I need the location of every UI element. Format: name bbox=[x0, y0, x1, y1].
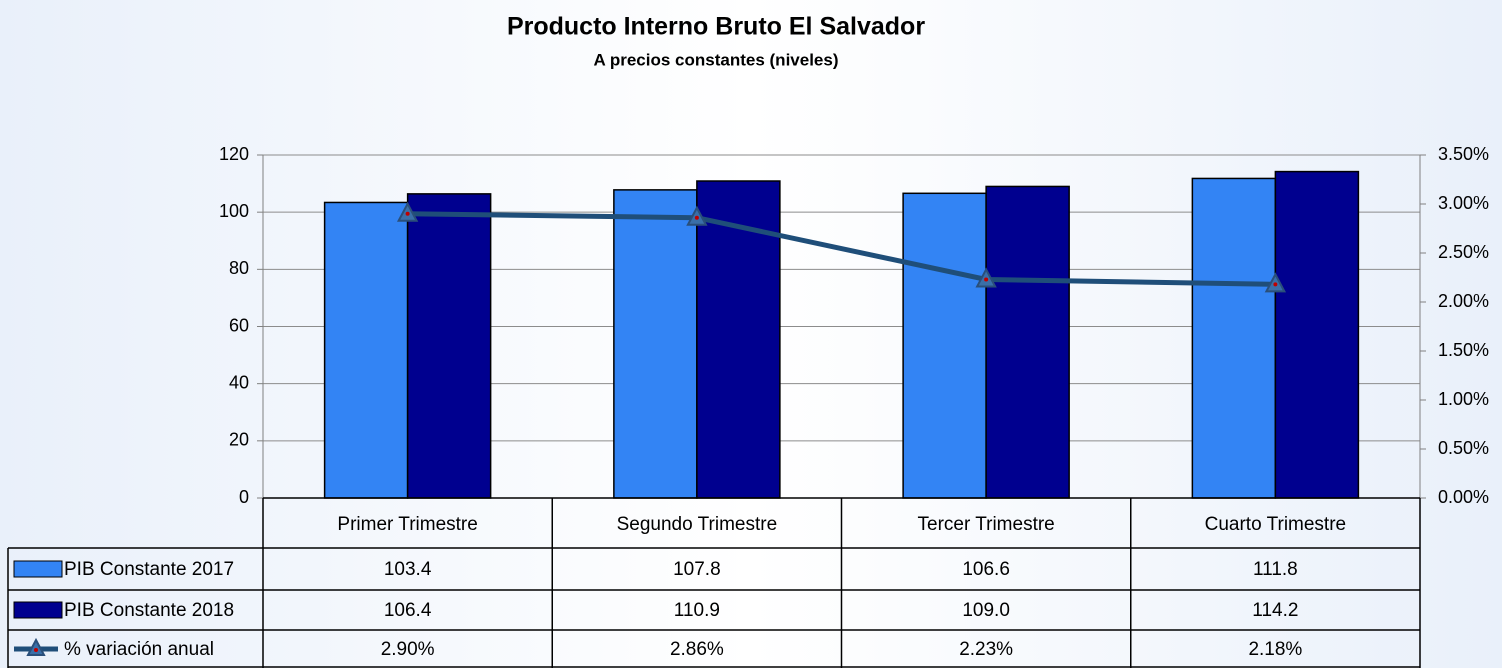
y-tick-label: 60 bbox=[229, 315, 249, 335]
line-series bbox=[407, 211, 1276, 287]
table-value: 2.18% bbox=[1248, 639, 1302, 660]
table-value: 106.4 bbox=[384, 600, 432, 621]
table-value: 111.8 bbox=[1253, 559, 1298, 580]
y2-tick-label: 3.50% bbox=[1438, 144, 1489, 164]
legend-swatch bbox=[13, 601, 63, 619]
legend-marker bbox=[26, 637, 46, 656]
bar bbox=[323, 201, 409, 499]
y2-tick-label: 0.50% bbox=[1438, 438, 1489, 458]
legend-label: % variación anual bbox=[64, 639, 214, 660]
x-tick-label: Tercer Trimestre bbox=[918, 514, 1055, 535]
y-tick-label: 100 bbox=[219, 201, 249, 221]
y2-tick-label: 2.00% bbox=[1438, 291, 1489, 311]
y2-tick-label: 3.00% bbox=[1438, 193, 1489, 213]
bar bbox=[1191, 177, 1277, 499]
y2-tick-label: 2.50% bbox=[1438, 242, 1489, 262]
chart-subtitle: A precios constantes (niveles) bbox=[593, 50, 838, 69]
marker-dot bbox=[694, 215, 699, 220]
legend-label: PIB Constante 2018 bbox=[64, 600, 234, 621]
table-value: 103.4 bbox=[384, 559, 432, 580]
legend-swatch bbox=[13, 560, 63, 578]
y2-tick-label: 0.00% bbox=[1438, 487, 1489, 507]
table-value: 2.90% bbox=[381, 639, 435, 660]
table-value: 2.86% bbox=[670, 639, 724, 660]
x-tick-label: Segundo Trimestre bbox=[617, 514, 778, 535]
x-tick-label: Cuarto Trimestre bbox=[1205, 514, 1346, 535]
table-value: 2.23% bbox=[959, 639, 1013, 660]
y2-tick-label: 1.00% bbox=[1438, 389, 1489, 409]
marker-dot bbox=[405, 211, 410, 216]
marker-dot bbox=[984, 277, 989, 282]
y-tick-label: 40 bbox=[229, 372, 249, 392]
y-tick-label: 0 bbox=[239, 487, 249, 507]
table-value: 110.9 bbox=[674, 600, 720, 621]
x-tick-label: Primer Trimestre bbox=[337, 514, 477, 535]
bar bbox=[985, 185, 1070, 499]
y-tick-label: 20 bbox=[229, 430, 249, 450]
table-value: 106.6 bbox=[962, 559, 1010, 580]
bar bbox=[613, 189, 698, 499]
y-tick-label: 120 bbox=[219, 144, 249, 164]
marker-dot bbox=[1273, 282, 1278, 287]
y2-tick-label: 1.50% bbox=[1438, 340, 1489, 360]
chart-title: Producto Interno Bruto El Salvador bbox=[507, 13, 925, 41]
legend-dot bbox=[34, 648, 38, 652]
legend-label: PIB Constante 2017 bbox=[64, 559, 234, 580]
table-value: 107.8 bbox=[673, 559, 721, 580]
table-value: 109.0 bbox=[962, 600, 1010, 621]
bar bbox=[1274, 170, 1360, 499]
table-value: 114.2 bbox=[1252, 600, 1298, 621]
y-tick-label: 80 bbox=[229, 258, 249, 278]
bar bbox=[406, 193, 492, 499]
bar bbox=[902, 192, 987, 499]
